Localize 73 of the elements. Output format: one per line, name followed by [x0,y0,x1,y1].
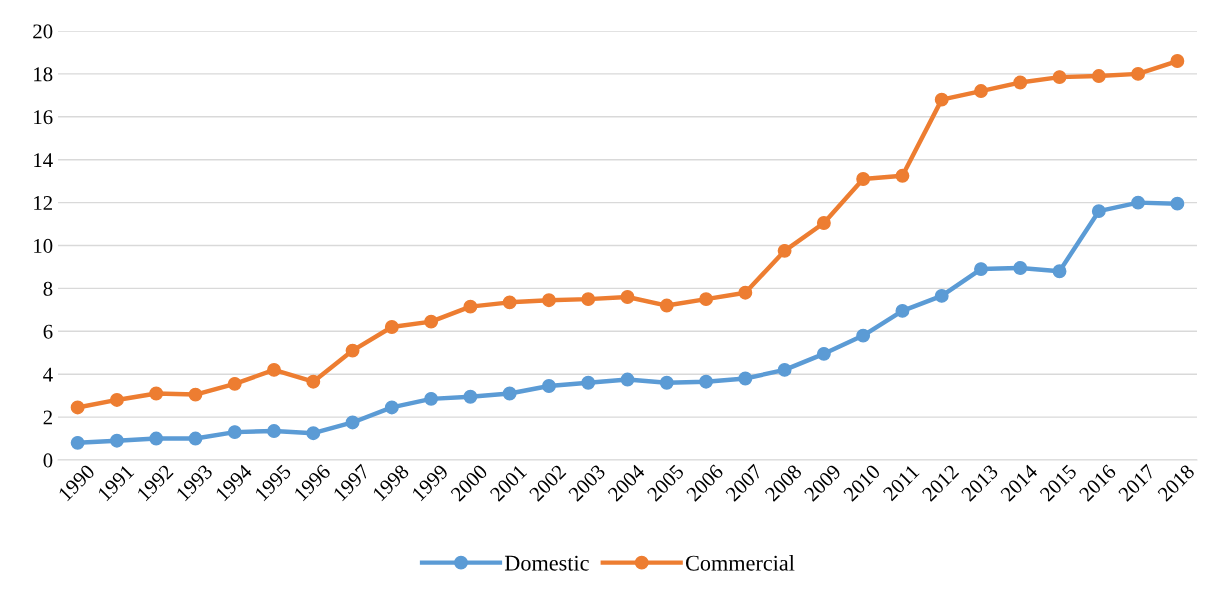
point [581,375,596,390]
legend-label: Commercial [685,554,795,571]
point [542,293,556,308]
y-tick-label: 6 [43,324,53,339]
point [856,172,871,186]
y-tick-label: 12 [34,196,52,210]
point [384,400,399,415]
y-tick-label: 14 [34,153,53,167]
point [1091,69,1106,83]
y-tick-label: 16 [34,110,53,125]
y-tick-label: 20 [33,24,53,39]
point [777,243,792,258]
legend-label: Domestic [504,555,589,571]
point [1013,261,1028,275]
y-tick-label: 8 [43,281,53,296]
x-tick-label: 1991 [97,464,135,502]
point [1013,75,1028,90]
point [1091,204,1106,219]
point [934,92,949,107]
point [345,343,360,358]
point [267,424,281,438]
point [699,292,713,307]
point [267,362,281,377]
y-tick-label: 0 [43,453,53,468]
point [306,374,321,389]
point [699,374,713,389]
point [1131,66,1146,81]
point [306,426,321,441]
point [738,371,753,386]
point [345,415,360,430]
point [1170,54,1185,68]
point [974,84,988,99]
point [463,389,478,404]
point [424,314,439,329]
point [777,362,792,377]
point [463,299,478,314]
point [149,431,164,446]
point [188,431,203,446]
point [974,262,988,277]
y-tick-label: 18 [34,67,53,82]
point [659,298,674,313]
point [384,320,399,334]
point [188,387,203,402]
point [1131,195,1146,210]
y-tick-label: 10 [34,238,53,253]
point [109,433,124,448]
y-tick-label: 2 [43,410,52,425]
point [895,303,910,318]
point [70,400,85,415]
point [502,295,517,310]
point [620,290,635,304]
point [1170,196,1185,211]
point [227,376,242,391]
point [816,216,831,230]
point [227,425,242,440]
point [581,292,596,307]
point [1052,70,1067,85]
point [542,379,556,393]
point [149,386,164,401]
point [934,288,949,303]
point [816,346,831,361]
point [856,328,871,343]
point [895,168,910,183]
point [738,285,753,300]
point [502,386,517,401]
point [1052,264,1067,279]
point [70,435,85,450]
point [424,391,439,406]
point [620,372,635,387]
point [659,375,674,390]
x-tick-label: 2011 [882,464,920,502]
y-tick-label: 4 [43,367,53,382]
point [109,392,124,407]
